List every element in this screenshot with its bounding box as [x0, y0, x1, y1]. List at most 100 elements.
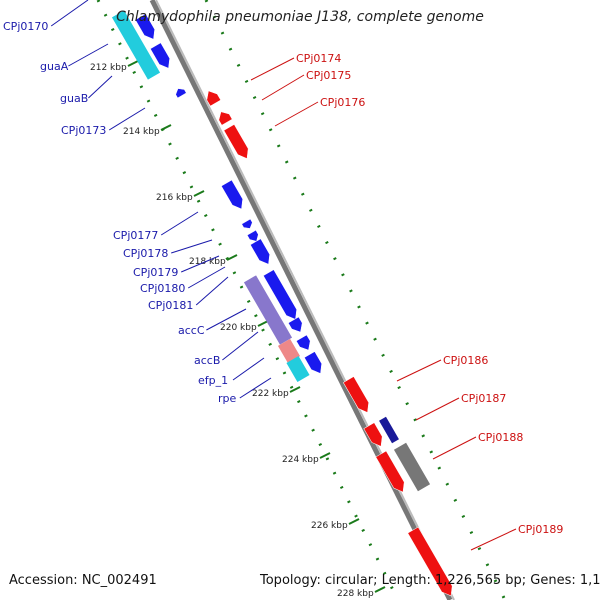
gene-leader-efp_1 — [232, 357, 265, 381]
tick-label: 228 kbp — [337, 589, 374, 599]
gene-cpj0181-arrow — [262, 269, 297, 320]
gene-leader-rpe — [239, 377, 272, 399]
gene-leader-CPj0189 — [470, 528, 517, 551]
gene-cpj0179-arrow — [246, 229, 259, 242]
gene-guaB-arrow-shape — [175, 88, 187, 99]
tick-label: 212 kbp — [90, 63, 127, 73]
gene-cpj0187-arrow-shape — [363, 422, 383, 447]
gene-label-CPj0174: CPj0174 — [296, 52, 341, 65]
tick-mark — [226, 254, 238, 261]
tick-mark — [289, 386, 301, 393]
feature-cyan-upper-shape — [111, 10, 161, 80]
gene-guaB-arrow — [175, 88, 187, 99]
feature-pink — [277, 338, 301, 364]
tick-mark — [348, 518, 360, 525]
tick-mark — [127, 60, 139, 67]
gene-cpj0186-arrow — [342, 376, 369, 413]
gene-cpj0189-arrow-shape — [407, 526, 453, 597]
gene-cpj0175-arrow — [218, 111, 233, 126]
feature-cyan-upper — [111, 10, 161, 80]
gene-leader-accB — [222, 331, 259, 361]
gene-label-CPj0181: CPj0181 — [148, 299, 193, 312]
feature-gray-shape — [393, 442, 431, 492]
gene-label-CPj0178: CPj0178 — [123, 247, 168, 260]
feature-pink-shape — [277, 338, 301, 364]
feature-dark-blue — [379, 416, 399, 444]
gene-label-efp_1: efp_1 — [198, 374, 228, 387]
gene-leader-accC — [206, 308, 247, 331]
gene-label-rpe: rpe — [218, 392, 237, 405]
inner-tick-ring — [96, 0, 400, 600]
gene-leader-CPj0186 — [396, 359, 442, 382]
gene-cpj0177-arrow — [220, 179, 243, 210]
gene-cpj0170-arrow — [134, 13, 155, 40]
gene-leader-CPj0176 — [274, 101, 319, 127]
feature-purple — [243, 275, 293, 345]
gene-accC-arrow — [287, 316, 303, 333]
gene-cpj0180-arrow — [249, 238, 270, 265]
gene-cpj0170-arrow-shape — [134, 13, 155, 40]
gene-leader-CPj0173 — [108, 107, 146, 131]
gene-label-CPj0170: CPj0170 — [3, 20, 48, 33]
gene-cpj0176-arrow-shape — [223, 124, 249, 159]
gene-cpj0179-arrow-shape — [246, 229, 259, 242]
gene-label-CPj0179: CPj0179 — [133, 266, 178, 279]
gene-label-accB: accB — [194, 354, 220, 367]
gene-leader-CPj0175 — [261, 74, 305, 101]
gene-efp-arrow — [303, 351, 322, 374]
gene-leader-guaB — [88, 75, 113, 99]
gene-accB-arrow — [295, 334, 311, 351]
feature-purple-shape — [243, 275, 293, 345]
backbone-line — [149, 0, 453, 600]
feature-cyan-lower-shape — [286, 355, 310, 383]
gene-label-CPj0173: CPj0173 — [61, 124, 106, 137]
gene-cpj0188-arrow — [375, 450, 405, 493]
tick-label: 218 kbp — [189, 257, 226, 267]
gene-label-CPj0175: CPj0175 — [306, 69, 351, 82]
tick-label: 222 kbp — [252, 389, 289, 399]
gene-label-CPj0186: CPj0186 — [443, 354, 488, 367]
genome-summary: Topology: circular; Length: 1,226,565 bp… — [260, 573, 600, 588]
tick-label: 226 kbp — [311, 521, 348, 531]
gene-label-accC: accC — [178, 324, 205, 337]
gene-leader-CPj0170 — [50, 0, 89, 27]
backbone-highlight — [155, 0, 455, 600]
gene-efp-arrow-shape — [303, 351, 322, 374]
gene-label-CPj0188: CPj0188 — [478, 431, 523, 444]
gene-label-CPj0180: CPj0180 — [140, 282, 185, 295]
gene-guaA-arrow — [149, 42, 170, 69]
feature-gray — [393, 442, 431, 492]
gene-cpj0186-arrow-shape — [342, 376, 369, 413]
accession-label: Accession: NC_002491 — [9, 573, 157, 588]
tick-mark — [319, 452, 331, 459]
gene-label-guaA: guaA — [40, 60, 69, 73]
gene-cpj0176-arrow — [223, 124, 249, 159]
gene-leader-CPj0188 — [432, 436, 477, 460]
gene-label-CPj0177: CPj0177 — [113, 229, 158, 242]
tick-mark — [257, 320, 269, 327]
tick-mark — [193, 190, 205, 197]
gene-cpj0188-arrow-shape — [375, 450, 405, 493]
gene-leader-CPj0181 — [195, 276, 229, 306]
gene-leader-CPj0187 — [415, 397, 460, 421]
outer-tick-ring — [204, 0, 507, 600]
gene-cpj0174-arrow-shape — [206, 90, 222, 107]
gene-leader-CPj0180 — [187, 266, 226, 289]
feature-cyan-lower — [286, 355, 310, 383]
gene-leader-CPj0177 — [160, 211, 199, 236]
tick-label: 214 kbp — [123, 127, 160, 137]
gene-leader-CPj0174 — [250, 57, 295, 81]
gene-label-CPj0189: CPj0189 — [518, 523, 563, 536]
gene-label-CPj0176: CPj0176 — [320, 96, 365, 109]
tick-mark — [374, 586, 386, 593]
tick-mark — [160, 124, 172, 131]
tick-label: 216 kbp — [156, 193, 193, 203]
gene-label-guaB: guaB — [60, 92, 88, 105]
gene-cpj0187-arrow — [363, 422, 383, 447]
gene-cpj0181-arrow-shape — [262, 269, 297, 320]
gene-accB-arrow-shape — [295, 334, 311, 351]
gene-cpj0180-arrow-shape — [249, 238, 270, 265]
gene-leader-CPj0178 — [171, 239, 213, 254]
